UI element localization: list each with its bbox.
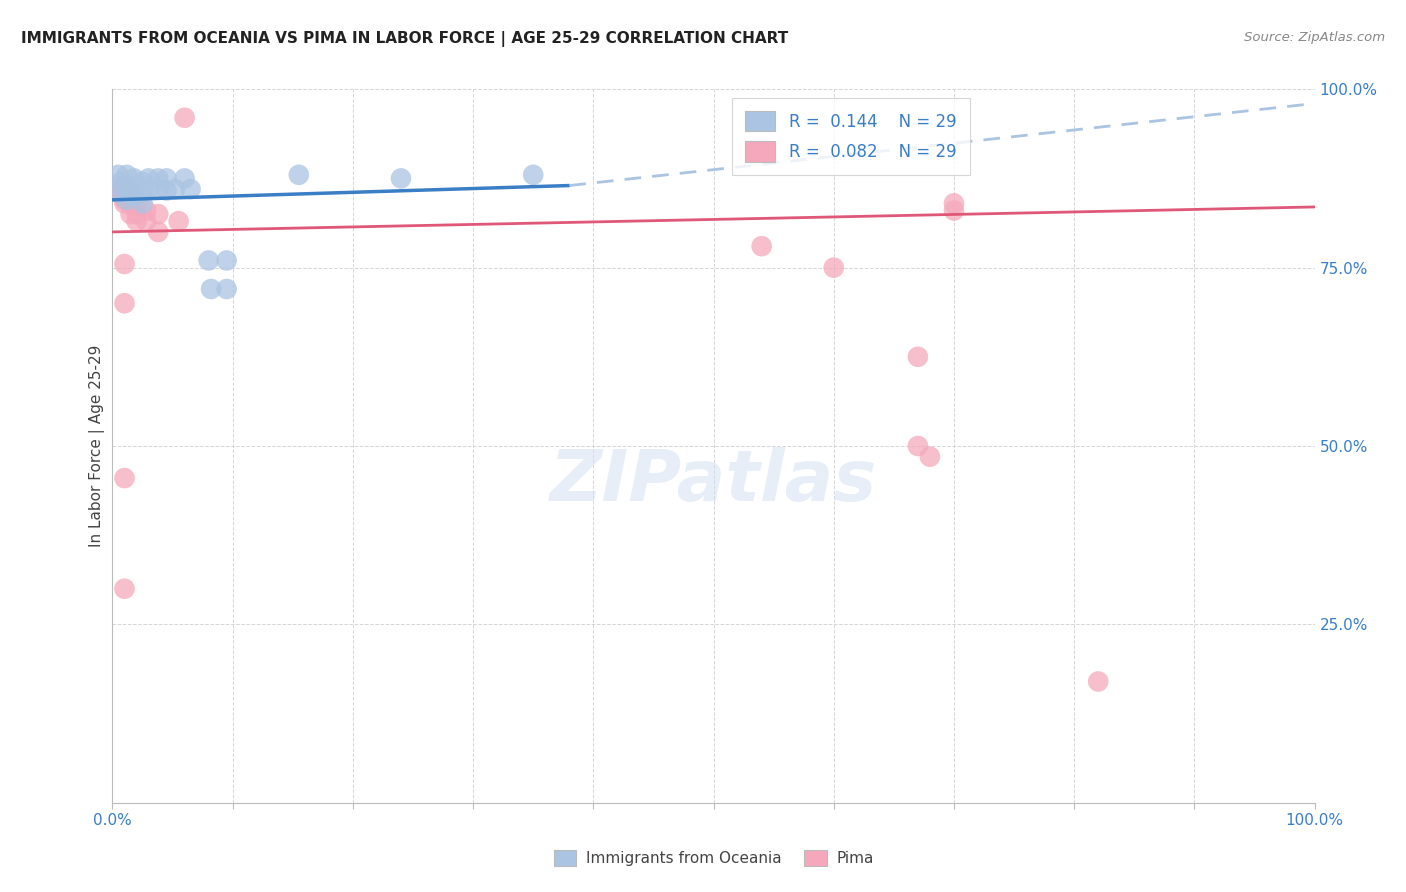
- Point: [115, 193, 138, 207]
- Point: [146, 171, 169, 186]
- Point: [823, 260, 845, 275]
- Point: [942, 196, 965, 211]
- Point: [163, 182, 186, 196]
- Point: [114, 471, 136, 485]
- Point: [107, 186, 129, 200]
- Point: [200, 282, 222, 296]
- Point: [751, 239, 773, 253]
- Point: [288, 168, 311, 182]
- Point: [122, 189, 145, 203]
- Point: [138, 182, 160, 196]
- Point: [114, 193, 136, 207]
- Point: [167, 214, 190, 228]
- Point: [522, 168, 544, 182]
- Point: [122, 182, 145, 196]
- Point: [146, 225, 169, 239]
- Point: [110, 175, 132, 189]
- Point: [215, 253, 238, 268]
- Point: [114, 296, 136, 310]
- Point: [107, 182, 129, 196]
- Point: [907, 350, 929, 364]
- Point: [125, 214, 148, 228]
- Point: [107, 168, 129, 182]
- Point: [942, 203, 965, 218]
- Point: [146, 207, 169, 221]
- Point: [131, 175, 153, 189]
- Point: [1087, 674, 1109, 689]
- Point: [135, 214, 157, 228]
- Point: [120, 186, 142, 200]
- Point: [215, 282, 238, 296]
- Point: [907, 439, 929, 453]
- Point: [173, 111, 195, 125]
- Point: [122, 171, 145, 186]
- Point: [115, 178, 138, 193]
- Text: ZIPatlas: ZIPatlas: [550, 447, 877, 516]
- Point: [115, 168, 138, 182]
- Point: [180, 182, 202, 196]
- Legend: Immigrants from Oceania, Pima: Immigrants from Oceania, Pima: [546, 842, 882, 873]
- Point: [114, 582, 136, 596]
- Point: [120, 196, 142, 211]
- Y-axis label: In Labor Force | Age 25-29: In Labor Force | Age 25-29: [89, 345, 104, 547]
- Point: [131, 186, 153, 200]
- Point: [114, 178, 136, 193]
- Point: [135, 203, 157, 218]
- Point: [107, 186, 129, 200]
- Point: [918, 450, 941, 464]
- Point: [115, 186, 138, 200]
- Text: Source: ZipAtlas.com: Source: ZipAtlas.com: [1244, 31, 1385, 45]
- Point: [138, 171, 160, 186]
- Point: [114, 257, 136, 271]
- Point: [155, 171, 177, 186]
- Point: [125, 196, 148, 211]
- Point: [125, 207, 148, 221]
- Point: [197, 253, 219, 268]
- Point: [131, 196, 153, 211]
- Point: [146, 182, 169, 196]
- Point: [389, 171, 412, 186]
- Point: [173, 171, 195, 186]
- Text: IMMIGRANTS FROM OCEANIA VS PIMA IN LABOR FORCE | AGE 25-29 CORRELATION CHART: IMMIGRANTS FROM OCEANIA VS PIMA IN LABOR…: [21, 31, 789, 47]
- Point: [120, 207, 142, 221]
- Point: [155, 184, 177, 198]
- Point: [114, 196, 136, 211]
